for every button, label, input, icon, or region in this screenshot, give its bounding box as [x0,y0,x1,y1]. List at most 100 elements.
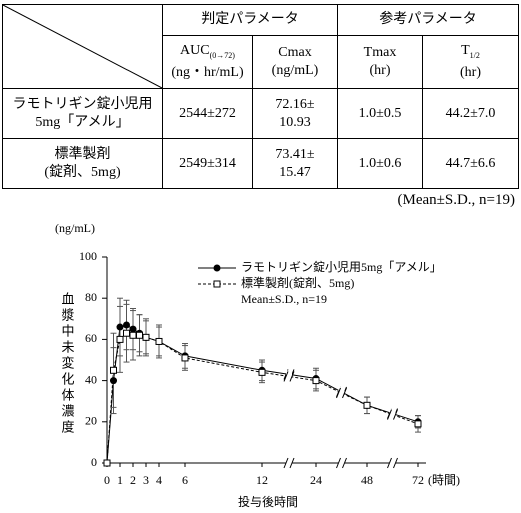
axis-break [342,457,347,469]
axis-break [283,371,289,382]
col-sub: (0→72) [209,50,235,60]
data-point [110,377,117,385]
axis-break [289,457,295,469]
data-point [116,335,124,343]
value-line: 44.2±7.0 [445,105,496,121]
column-header: AUC(0→72) (ng・hr/mL) [162,35,253,89]
axis-break [389,408,396,421]
legend-note: Mean±S.D., n=19 [241,292,327,306]
value-line: 44.7±6.6 [445,155,496,171]
table-note: (Mean±S.D., n=19) [397,192,515,208]
col-sub: 1/2 [469,50,480,60]
value-line: 10.93 [279,114,311,130]
axis-break [283,457,289,469]
row-label: ラモトリギン錠小児用 5mg「アメル」 [2,88,163,139]
value-line: 72.16± [275,96,315,112]
data-point [181,354,189,362]
axis-break [289,371,295,382]
data-point [258,368,266,376]
y-tick-label: 60 [85,331,97,345]
col-unit: (hr) [460,65,481,81]
y-title: 血漿中未変化体濃度 [60,292,75,436]
data-point [110,366,117,374]
col-name: Tmax [363,45,397,60]
x-tick-label: 2 [130,473,136,487]
y-tick-label: 0 [91,455,97,469]
table-row: ラモトリギン錠小児用 5mg「アメル」 2544±272 72.16± 10.93 1.0… [2,88,519,139]
y-tick-label: 40 [85,372,97,386]
data-point [123,321,130,329]
data-point [103,459,111,467]
value-line: 15.47 [279,164,311,180]
x-tick-label: 6 [182,473,188,487]
col-name: AUC [180,42,210,58]
series-line [106,324,419,464]
x-tick-label: 72 [412,473,424,487]
row-label-line: ラモトリギン錠小児用 [12,96,153,112]
col-unit: (hr) [369,63,391,78]
value-line: 2544±272 [179,105,236,121]
x-tick-label: 3 [143,473,149,487]
x-tick-label: 0 [104,473,110,487]
data-point [116,323,124,331]
x-tick-label: 4 [156,473,162,487]
x-title: 投与後時間 [238,494,298,509]
col-name: T [461,42,470,58]
value-cell: 2549±314 [162,138,253,189]
value-cell: 1.0±0.5 [337,88,423,139]
x-unit: (時間) [428,473,460,487]
value-cell: 72.16± 10.93 [252,88,338,139]
value-cell: 1.0±0.6 [337,138,423,189]
series-line [106,332,419,464]
axis-break [338,386,345,399]
axis-break [387,457,392,469]
data-point [142,333,150,341]
axis-break [336,387,341,399]
axis-break [336,457,341,469]
group-header: 参考パラメータ [337,4,519,36]
row-label-line: (錠剤、5mg) [44,164,121,180]
col-name: Cmax [278,45,312,60]
y-tick-label: 80 [85,290,97,304]
col-unit: (ng・hr/mL) [171,65,244,81]
corner-cell [2,4,163,89]
value-cell: 44.7±6.6 [422,138,519,189]
x-tick-label: 48 [361,473,373,487]
value-line: 1.0±0.5 [358,105,402,121]
axis-break [286,457,292,469]
data-point [123,329,130,337]
y-unit: (ng/mL) [55,221,95,235]
data-point [129,331,137,339]
data-point [136,331,143,339]
axis-break [338,457,345,469]
table-row: 標準製剤 (錠剤、5mg) 2549±314 73.41± 15.47 1.0±0.6 44… [2,138,519,189]
group-header: 判定パラメータ [162,4,338,36]
data-point [129,325,137,333]
axis-break [286,370,292,383]
value-cell: 2544±272 [162,88,253,139]
y-tick-label: 20 [85,414,97,428]
column-header: Tmax (hr) [337,35,423,89]
axis-break [393,409,398,420]
row-label-line: 標準製剤 [54,146,111,162]
x-tick-label: 1 [117,473,123,487]
value-line: 73.41± [275,146,315,162]
axis-break [387,409,392,420]
value-line: 1.0±0.6 [358,155,402,171]
row-label: 標準製剤 (錠剤、5mg) [2,138,163,189]
axis-break [389,457,396,469]
x-tick-label: 12 [256,473,268,487]
value-cell: 44.2±7.0 [422,88,519,139]
column-header: T1/2 (hr) [422,35,519,89]
x-tick-label: 24 [310,473,322,487]
data-point [414,420,422,428]
axis-break [393,457,398,469]
legend-marker [213,264,221,272]
data-point [312,377,320,385]
col-unit: (ng/mL) [271,63,319,78]
y-tick-label: 100 [79,249,97,263]
row-label-line: 5mg「アメル」 [35,114,130,130]
pk-table: 判定パラメータ 参考パラメータ AUC(0→72) (ng・hr/mL) Cmax… [2,4,519,189]
